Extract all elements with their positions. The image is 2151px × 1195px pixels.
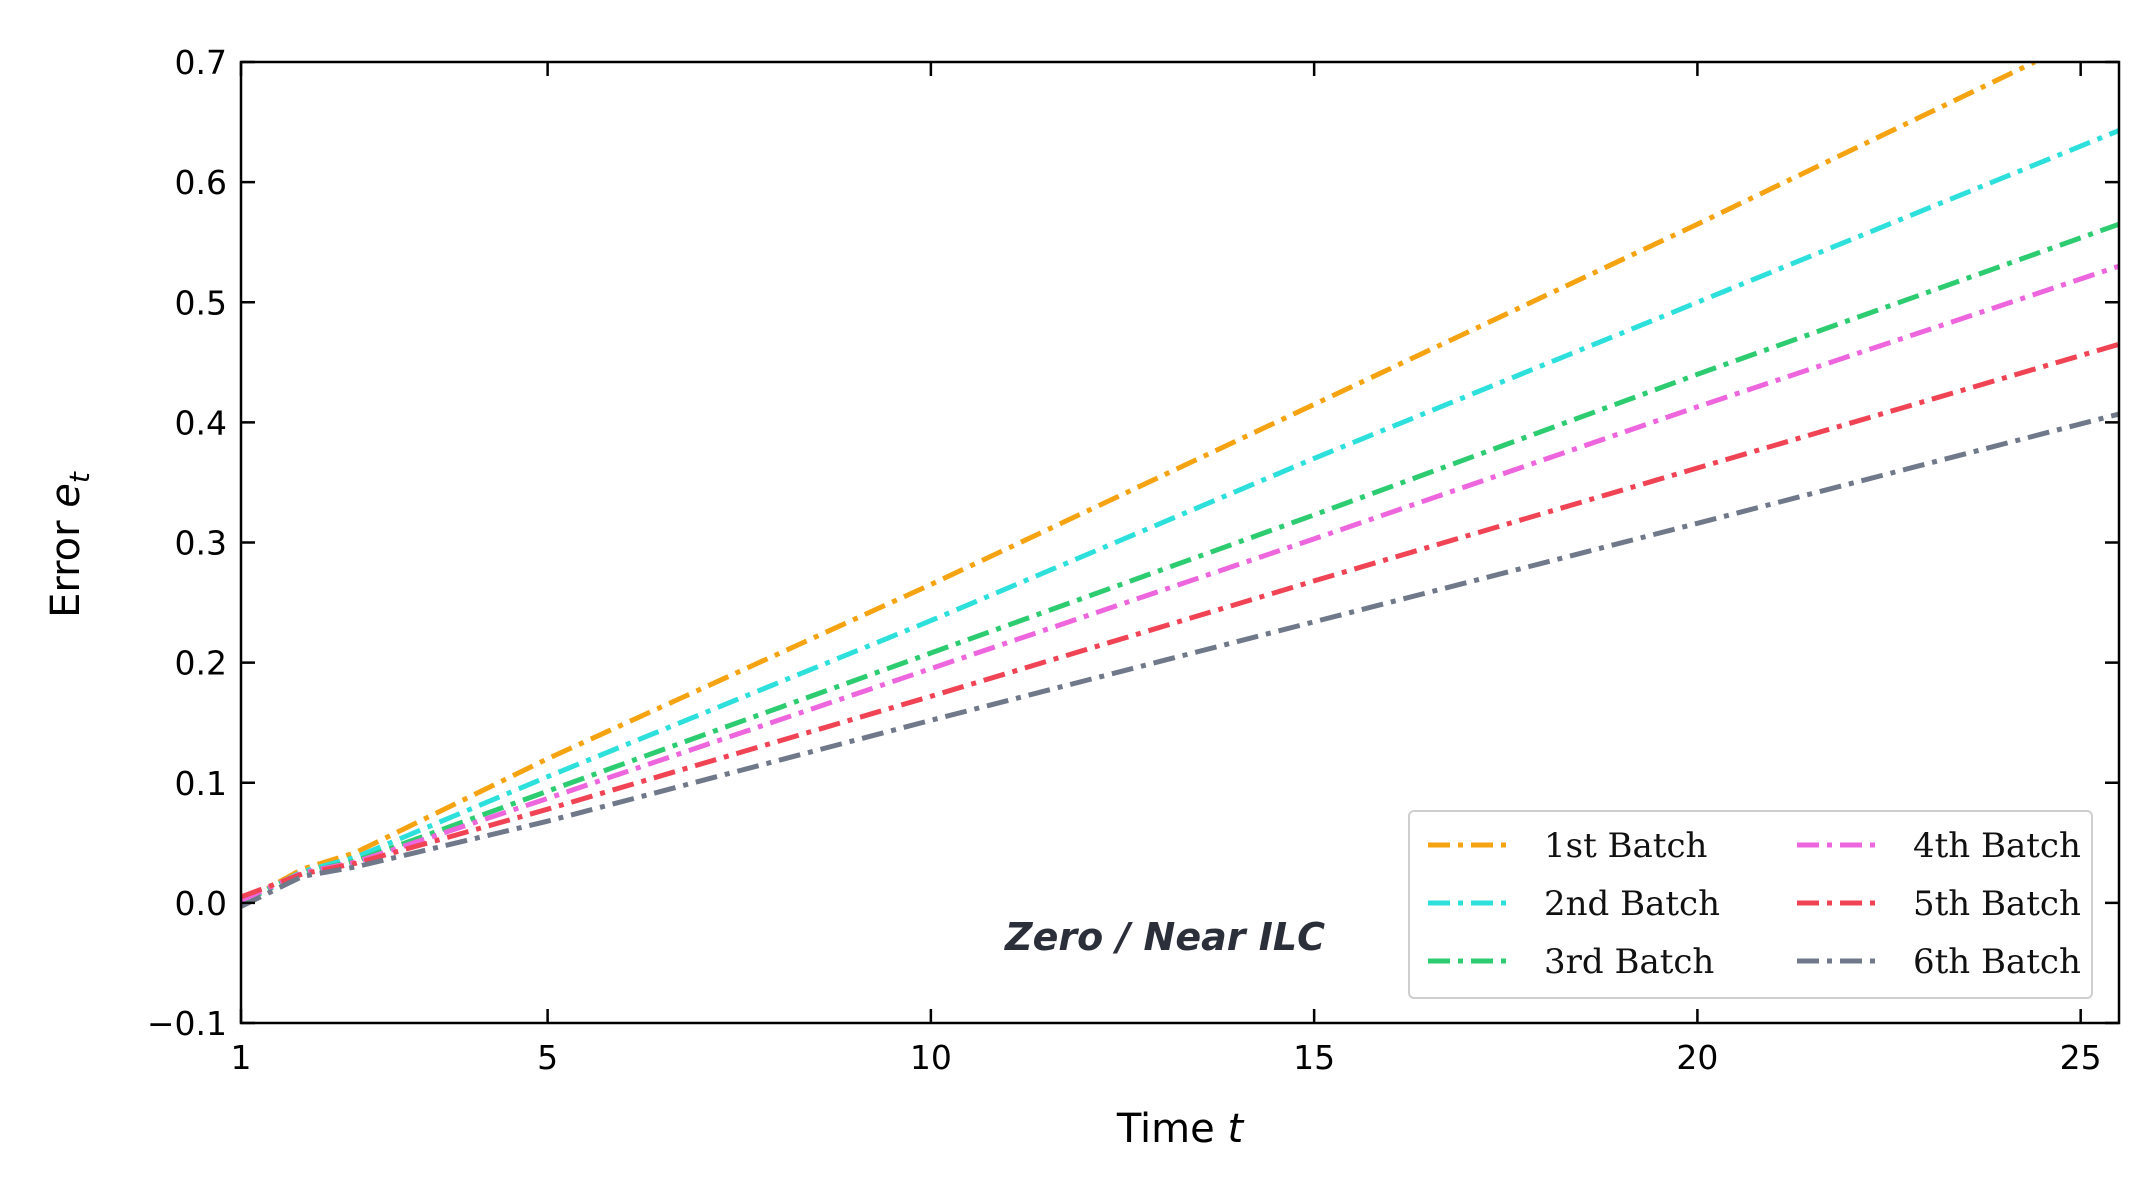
x-tick-label: 1 xyxy=(231,1038,252,1077)
series-line-2 xyxy=(241,128,2119,906)
y-tick-label: 0.5 xyxy=(175,283,227,322)
annotation-label: Zero / Near ILC xyxy=(1004,915,1325,959)
plot-frame xyxy=(239,60,2121,1025)
legend-label-2: 2nd Batch xyxy=(1544,884,1720,924)
series-line-5 xyxy=(241,341,2119,900)
y-tick-label: 0.4 xyxy=(175,403,227,442)
legend-label-4: 4th Batch xyxy=(1913,826,2081,866)
y-tick-label: 0.7 xyxy=(175,43,227,82)
series-line-1 xyxy=(241,62,2036,906)
y-tick-label: 0.0 xyxy=(175,884,227,923)
y-axis-title: Error et xyxy=(43,471,96,618)
x-axis-title: Time t xyxy=(1116,1106,1245,1152)
ticks-layer: 1 5 10 15 20 25−0.10.00.10.20.30.40.50.60.7 xyxy=(147,43,2119,1077)
legend: 1st Batch 2nd Batch 3rd Batch 4th Batch 5th … xyxy=(1408,810,2093,999)
legend-label-6: 6th Batch xyxy=(1913,942,2081,982)
x-tick-label: 10 xyxy=(910,1038,952,1077)
y-tick-label: 0.6 xyxy=(175,163,227,202)
y-tick-label: −0.1 xyxy=(147,1004,227,1043)
x-tick-label: 15 xyxy=(1293,1038,1335,1077)
series-line-6 xyxy=(241,411,2119,909)
x-tick-label: 20 xyxy=(1676,1038,1718,1077)
x-tick-label: 25 xyxy=(2060,1038,2102,1077)
series-layer xyxy=(241,62,2119,909)
legend-label-1: 1st Batch xyxy=(1544,826,1707,866)
legend-label-5: 5th Batch xyxy=(1913,884,2081,924)
y-tick-label: 0.1 xyxy=(175,764,227,803)
legend-box xyxy=(1408,810,2093,999)
legend-label-3: 3rd Batch xyxy=(1544,942,1714,982)
x-tick-label: 5 xyxy=(537,1038,558,1077)
y-tick-label: 0.2 xyxy=(175,644,227,683)
y-tick-label: 0.3 xyxy=(175,524,227,563)
